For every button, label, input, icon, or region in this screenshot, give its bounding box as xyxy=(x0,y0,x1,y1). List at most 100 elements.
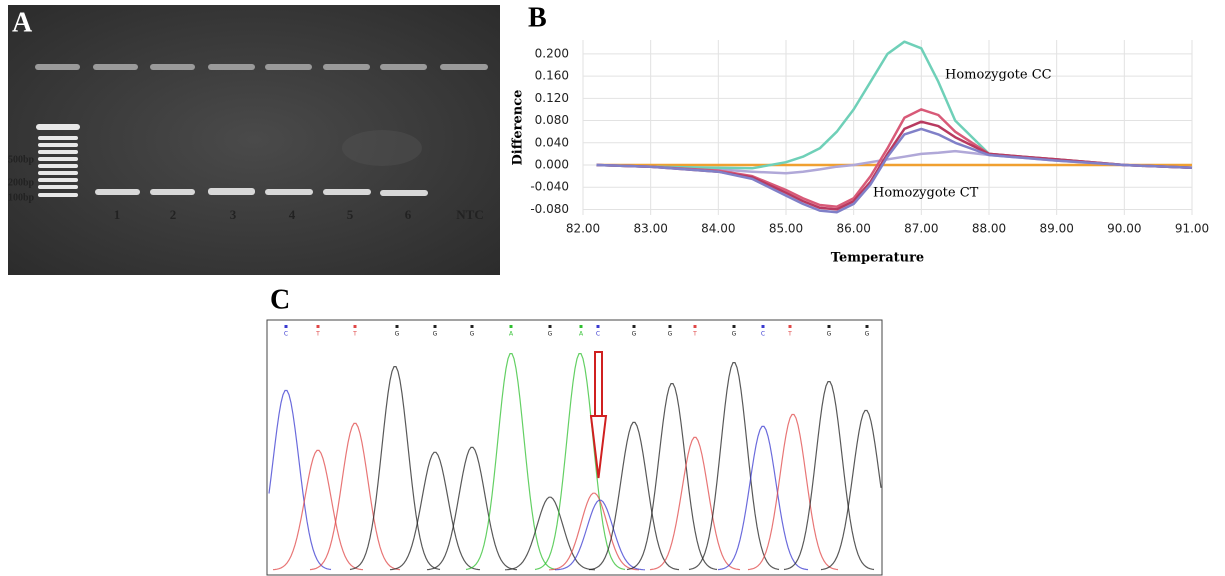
gel-smear xyxy=(342,130,422,166)
y-tick-label: -0.040 xyxy=(530,180,569,194)
panel-label: C xyxy=(270,284,290,315)
trace-peak xyxy=(820,409,882,571)
base-marker xyxy=(827,325,831,328)
trace-peak xyxy=(426,446,518,571)
base-marker xyxy=(433,325,437,328)
base-call: G xyxy=(632,331,637,338)
base-marker xyxy=(509,325,513,328)
lane-label: 2 xyxy=(170,207,177,222)
panel-label: A xyxy=(12,7,33,38)
trace-peak xyxy=(465,353,557,571)
base-marker xyxy=(865,325,869,328)
base-marker xyxy=(693,325,697,328)
y-tick-label: 0.000 xyxy=(535,158,569,172)
chromatogram-frame xyxy=(266,319,883,576)
base-call: C xyxy=(596,331,600,338)
base-call: T xyxy=(692,331,697,338)
base-call: G xyxy=(732,331,737,338)
trace-peak xyxy=(688,362,780,571)
x-tick-label: 89.00 xyxy=(1039,222,1073,236)
trace-peak xyxy=(548,492,640,571)
ladder-label: 200bp xyxy=(8,177,35,188)
x-tick-label: 86.00 xyxy=(836,222,870,236)
annotation: Homozygote CT xyxy=(873,186,979,201)
lane-label: 1 xyxy=(114,207,121,222)
base-call: G xyxy=(865,331,870,338)
lane-label: NTC xyxy=(456,207,483,222)
data-line xyxy=(596,127,1193,214)
base-call: T xyxy=(315,331,320,338)
mutation-arrow xyxy=(589,351,608,479)
y-tick-label: 0.160 xyxy=(535,69,569,83)
y-tick-label: 0.040 xyxy=(535,135,569,149)
lane-labels: 1 2 3 4 5 6 NTC xyxy=(114,207,484,222)
ladder-label: 500bp xyxy=(8,154,35,165)
base-marker xyxy=(548,325,552,328)
base-call: T xyxy=(787,331,792,338)
base-marker xyxy=(632,325,636,328)
base-call: G xyxy=(470,331,475,338)
trace-peak xyxy=(309,422,401,571)
trace-peak xyxy=(349,366,441,571)
panel-label: B xyxy=(528,2,547,33)
base-call: G xyxy=(827,331,832,338)
trace-peak xyxy=(626,383,718,571)
base-call: G xyxy=(668,331,673,338)
base-marker xyxy=(470,325,474,328)
base-marker xyxy=(732,325,736,328)
trace-peak xyxy=(783,381,875,571)
x-tick-label: 83.00 xyxy=(633,222,667,236)
base-call: G xyxy=(395,331,400,338)
base-call: C xyxy=(284,331,288,338)
base-marker xyxy=(316,325,320,328)
base-marker xyxy=(284,325,288,328)
lane-label: 5 xyxy=(347,207,354,222)
base-call: C xyxy=(761,331,765,338)
base-marker xyxy=(353,325,357,328)
ladder-label: 100bp xyxy=(8,192,35,203)
y-axis-label: Difference xyxy=(511,90,526,166)
base-marker xyxy=(596,325,600,328)
y-tick-label: 0.080 xyxy=(535,113,569,127)
gel-wells xyxy=(35,64,488,70)
x-tick-label: 84.00 xyxy=(701,222,735,236)
x-tick-label: 91.00 xyxy=(1175,222,1209,236)
base-marker xyxy=(395,325,399,328)
lane-label: 4 xyxy=(289,207,296,222)
x-tick-label: 82.00 xyxy=(566,222,600,236)
trace-peak xyxy=(272,449,364,571)
trace-peak xyxy=(389,451,481,571)
base-marker xyxy=(761,325,765,328)
x-tick-label: 85.00 xyxy=(769,222,803,236)
base-marker xyxy=(579,325,583,328)
sample-bands xyxy=(95,188,428,196)
base-marker xyxy=(788,325,792,328)
y-tick-label: 0.200 xyxy=(535,46,569,60)
trace-peak xyxy=(504,496,596,571)
trace-peak xyxy=(649,436,741,571)
trace-peak xyxy=(747,413,839,571)
ladder-bands xyxy=(36,124,80,197)
x-tick-label: 90.00 xyxy=(1107,222,1141,236)
base-call: A xyxy=(509,331,514,338)
trace-peak xyxy=(554,499,646,571)
trace-peak xyxy=(588,421,680,571)
base-marker xyxy=(668,325,672,328)
trace-peak xyxy=(534,353,626,571)
base-call: G xyxy=(433,331,438,338)
x-tick-label: 88.00 xyxy=(972,222,1006,236)
annotation: Homozygote CC xyxy=(945,68,1052,83)
base-call: T xyxy=(352,331,357,338)
base-call: G xyxy=(548,331,553,338)
lane-label: 6 xyxy=(405,207,412,222)
gel-image xyxy=(8,5,500,275)
trace-peak xyxy=(717,425,809,571)
y-tick-label: 0.120 xyxy=(535,91,569,105)
x-axis-label: Temperature xyxy=(831,251,924,266)
x-tick-label: 87.00 xyxy=(904,222,938,236)
y-tick-label: -0.080 xyxy=(530,202,569,216)
lane-label: 3 xyxy=(230,207,237,222)
base-call: A xyxy=(579,331,584,338)
